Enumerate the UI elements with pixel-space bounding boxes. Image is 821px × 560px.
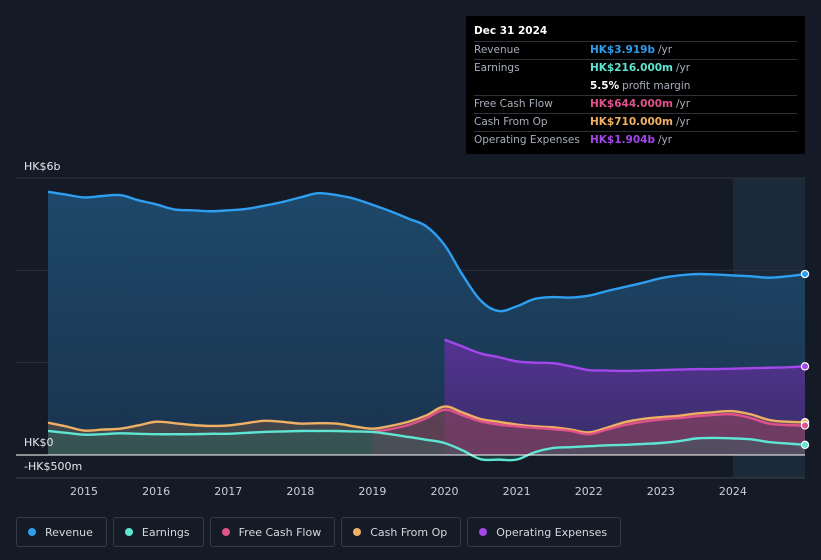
series-areas <box>48 191 805 461</box>
revenue-endpoint <box>800 269 810 279</box>
tooltip-unit: /yr <box>676 62 691 75</box>
y-label-zero: HK$0 <box>24 436 53 449</box>
tooltip-row-cfo: Cash From Op HK$710.000m /yr <box>474 113 797 131</box>
x-tick-label: 2018 <box>286 485 314 498</box>
legend-label: Operating Expenses <box>496 525 608 539</box>
tooltip-date: Dec 31 2024 <box>474 25 548 37</box>
legend-item-cash-from-op[interactable]: Cash From Op <box>341 517 462 547</box>
free-cash-flow-line <box>372 408 806 436</box>
tooltip-value: HK$644.000m <box>590 97 673 110</box>
legend-label: Earnings <box>141 525 190 539</box>
tooltip-value: HK$710.000m <box>590 116 673 129</box>
tooltip-unit: /yr <box>676 116 691 129</box>
earnings-endpoint <box>800 440 810 450</box>
tooltip-label: Cash From Op <box>474 116 548 129</box>
x-tick-label: 2019 <box>358 485 386 498</box>
tooltip-unit: profit margin <box>622 79 691 92</box>
series-lines <box>47 190 806 462</box>
tooltip-unit: /yr <box>657 134 673 147</box>
tooltip-panel: Dec 31 2024 Revenue HK$3.919b /yr Earnin… <box>466 16 805 154</box>
legend-dot-icon <box>479 528 488 536</box>
legend-dot-icon <box>124 528 133 536</box>
tooltip-label: Operating Expenses <box>474 134 580 147</box>
legend-label: Cash From Op <box>370 525 448 539</box>
operating-expenses-endpoint <box>800 362 810 371</box>
legend-label: Revenue <box>45 525 93 539</box>
tooltip-unit: /yr <box>676 97 691 110</box>
y-label-bottom: -HK$500m <box>24 460 82 473</box>
earnings-line <box>47 429 806 462</box>
x-tick-label: 2021 <box>503 485 531 498</box>
tooltip-label <box>474 78 590 95</box>
tooltip-label: Free Cash Flow <box>474 97 553 110</box>
tooltip-value: HK$1.904b <box>590 134 655 147</box>
x-tick-label: 2015 <box>70 485 98 498</box>
legend-dot-icon <box>353 528 362 536</box>
x-tick-label: 2024 <box>719 485 747 498</box>
earnings-area <box>48 430 805 461</box>
legend-label: Free Cash Flow <box>238 525 322 539</box>
legend-item-revenue[interactable]: Revenue <box>16 517 107 547</box>
legend: Revenue Earnings Free Cash Flow Cash Fro… <box>16 517 622 547</box>
tooltip-row-earnings: Earnings HK$216.000m /yr <box>474 59 797 77</box>
operating-expenses-line <box>444 338 806 373</box>
legend-item-operating-expenses[interactable]: Operating Expenses <box>467 517 622 547</box>
tooltip-value: HK$3.919b <box>590 44 655 56</box>
x-tick-label: 2022 <box>575 485 603 498</box>
tooltip-unit: /yr <box>657 44 673 56</box>
legend-dot-icon <box>28 528 36 536</box>
cash-from-op-area <box>48 406 805 455</box>
x-tick-label: 2017 <box>214 485 242 498</box>
tooltip-value: 5.5% <box>590 79 620 92</box>
legend-item-earnings[interactable]: Earnings <box>112 517 204 547</box>
tooltip-label: Revenue <box>474 44 520 56</box>
x-tick-label: 2020 <box>431 485 459 498</box>
cash-from-op-line <box>47 405 806 434</box>
tooltip-value: HK$216.000m <box>590 62 673 75</box>
series-endpoints <box>800 269 810 450</box>
legend-item-free-cash-flow[interactable]: Free Cash Flow <box>209 517 336 547</box>
x-tick-labels: 2015 2016 2017 2018 2019 2020 2021 2022 2023 2024 <box>70 485 747 498</box>
tooltip-row-margin: 5.5% profit margin <box>474 78 797 95</box>
tooltip-row-opex: Operating Expenses HK$1.904b /yr <box>474 131 797 149</box>
tooltip-row-fcf: Free Cash Flow HK$644.000m /yr <box>474 94 797 113</box>
free-cash-flow-endpoint <box>800 421 810 430</box>
tooltip-label: Earnings <box>474 62 520 75</box>
y-label-top: HK$6b <box>24 160 60 173</box>
tooltip-row-revenue: Revenue HK$3.919b /yr <box>474 41 797 59</box>
x-tick-label: 2016 <box>142 485 170 498</box>
x-tick-label: 2023 <box>647 485 675 498</box>
free-cash-flow-area <box>372 409 805 455</box>
legend-dot-icon <box>221 528 230 536</box>
revenue-line <box>47 190 806 313</box>
